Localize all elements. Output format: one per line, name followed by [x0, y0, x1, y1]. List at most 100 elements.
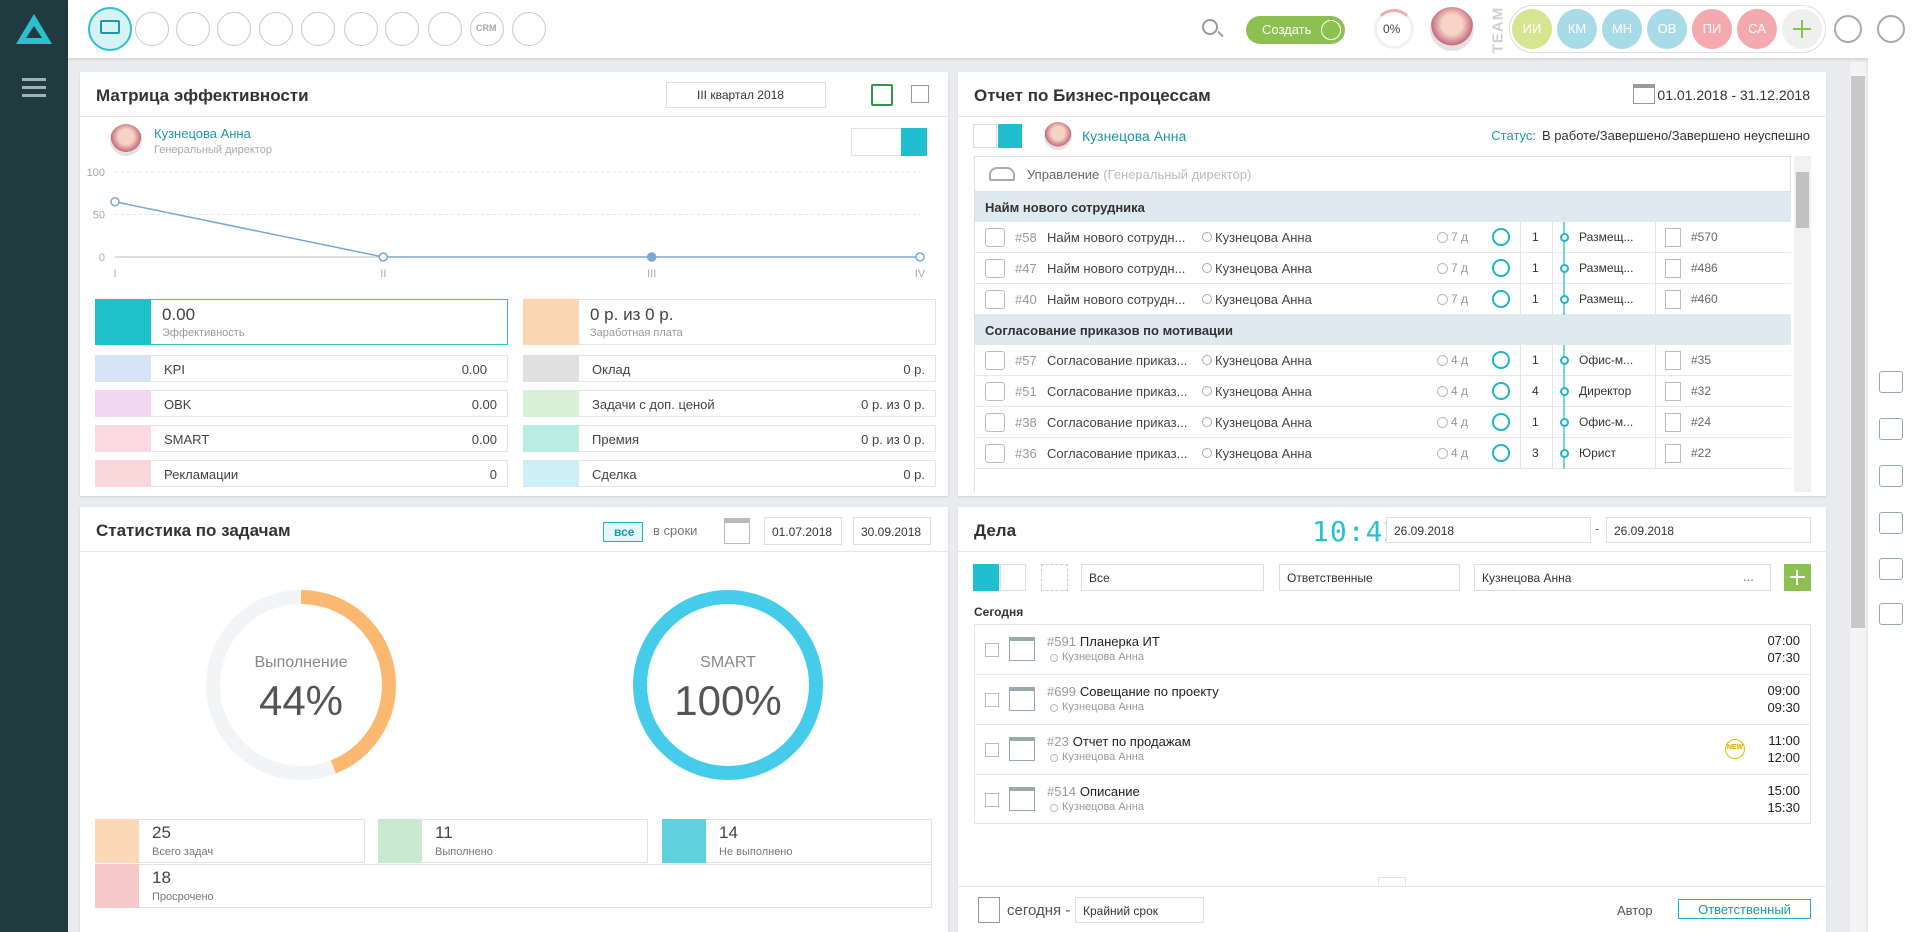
- add-task[interactable]: [1784, 564, 1811, 591]
- stat-card[interactable]: 25 Всего задач: [95, 819, 365, 863]
- team-member[interactable]: МН: [1602, 9, 1642, 49]
- process-row[interactable]: #36 Согласование приказ... Кузнецова Анна 4…: [975, 438, 1791, 469]
- user-name[interactable]: Кузнецова Анна: [154, 126, 251, 141]
- search-icon[interactable]: [1202, 19, 1218, 35]
- task-checkbox[interactable]: [985, 743, 999, 757]
- side-tool[interactable]: [1879, 558, 1903, 580]
- side-tool[interactable]: [1879, 371, 1903, 393]
- view-tree[interactable]: [998, 124, 1022, 148]
- footer-responsible[interactable]: Ответственный: [1678, 899, 1811, 919]
- process-row[interactable]: #51 Согласование приказ... Кузнецова Анна 4…: [975, 376, 1791, 407]
- add-column[interactable]: [1041, 564, 1068, 591]
- nav-icon[interactable]: [344, 12, 378, 46]
- period-picker[interactable]: III квартал 2018: [666, 82, 826, 108]
- process-row[interactable]: #58 Найм нового сотрудн... Кузнецова Анна 7…: [975, 222, 1791, 253]
- metric-row[interactable]: SMART 0.00: [95, 425, 508, 452]
- metric-row[interactable]: OBK 0.00: [95, 390, 508, 417]
- team-member[interactable]: СА: [1737, 9, 1777, 49]
- panel: Статистика по задачам все в сроки 01.07.201…: [80, 507, 948, 932]
- metric-row[interactable]: Задачи с доп. ценой 0 р. из 0 р.: [523, 390, 936, 417]
- date-from[interactable]: 01.07.2018: [764, 517, 842, 545]
- play-icon[interactable]: [1492, 259, 1510, 277]
- task-checkbox[interactable]: [985, 793, 999, 807]
- task-row[interactable]: #699 Совещание по проекту Кузнецова Анна 09…: [975, 675, 1810, 725]
- team-member[interactable]: КМ: [1557, 9, 1597, 49]
- nav-icon[interactable]: [301, 12, 335, 46]
- nav-icon[interactable]: [176, 12, 210, 46]
- metric-card[interactable]: 0.00 Эффективность: [95, 299, 508, 345]
- nav-icon[interactable]: [385, 12, 419, 46]
- date-to[interactable]: 26.09.2018: [1606, 517, 1811, 543]
- metric-row[interactable]: Рекламации 0: [95, 460, 508, 487]
- stat-card[interactable]: 14 Не выполнено: [662, 819, 932, 863]
- view-compact[interactable]: [1000, 564, 1026, 591]
- team-member[interactable]: ОВ: [1647, 9, 1687, 49]
- play-icon[interactable]: [1492, 444, 1510, 462]
- type-select[interactable]: Все: [1081, 564, 1264, 591]
- process-list: Найм нового сотрудника #58 Найм нового сот…: [974, 192, 1791, 492]
- power-icon[interactable]: [1877, 15, 1905, 43]
- team-add[interactable]: [1782, 9, 1822, 49]
- team-member[interactable]: ПИ: [1692, 9, 1732, 49]
- footer-author[interactable]: Автор: [1617, 903, 1653, 918]
- metric-row-value: 0.00: [471, 432, 497, 447]
- nav-icon[interactable]: [217, 12, 251, 46]
- filter-due[interactable]: в сроки: [653, 523, 698, 538]
- side-tool[interactable]: [1879, 465, 1903, 487]
- play-icon[interactable]: [1492, 382, 1510, 400]
- person-select[interactable]: Кузнецова Анна...: [1474, 564, 1771, 591]
- nav-icon[interactable]: [512, 12, 546, 46]
- date-from[interactable]: 26.09.2018: [1386, 517, 1591, 543]
- task-title-line: #23 Отчет по продажам: [1047, 734, 1191, 750]
- play-icon[interactable]: [1492, 290, 1510, 308]
- process-row[interactable]: #47 Найм нового сотрудн... Кузнецова Анна 7…: [975, 253, 1791, 284]
- role-select[interactable]: Ответственные: [1279, 564, 1460, 591]
- collapse-tab[interactable]: [1378, 877, 1406, 887]
- play-icon[interactable]: [1492, 228, 1510, 246]
- team-member[interactable]: ИИ: [1512, 9, 1552, 49]
- task-row[interactable]: #23 Отчет по продажам Кузнецова Анна NEW 11:…: [975, 725, 1810, 775]
- nav-icon[interactable]: [135, 12, 169, 46]
- metric-card[interactable]: 0 р. из 0 р. Заработная плата: [523, 299, 936, 345]
- filter-all[interactable]: все: [603, 522, 643, 542]
- task-checkbox[interactable]: [985, 693, 999, 707]
- task-row[interactable]: #591 Планерка ИТ Кузнецова Анна 07:00 07:30: [975, 625, 1810, 675]
- task-row[interactable]: #514 Описание Кузнецова Анна 15:00 15:30: [975, 775, 1810, 825]
- stat-card[interactable]: 11 Выполнено: [378, 819, 648, 863]
- task-checkbox[interactable]: [985, 643, 999, 657]
- metric-row[interactable]: Премия 0 р. из 0 р.: [523, 425, 936, 452]
- play-icon[interactable]: [1492, 413, 1510, 431]
- help-icon[interactable]: [1834, 15, 1862, 43]
- nav-home[interactable]: [88, 7, 132, 51]
- process-stage: Офис-м...: [1579, 353, 1634, 367]
- nav-icon[interactable]: [428, 12, 462, 46]
- plus-v: [1796, 570, 1798, 585]
- sort-select[interactable]: Крайний срок: [1075, 897, 1204, 923]
- task-end: 15:30: [1767, 800, 1800, 815]
- date-to[interactable]: 30.09.2018: [853, 517, 931, 545]
- person-more[interactable]: ...: [1743, 569, 1754, 584]
- process-row[interactable]: #38 Согласование приказ... Кузнецова Анна 4…: [975, 407, 1791, 438]
- panel-title: Отчет по Бизнес-процессам: [974, 86, 1211, 105]
- metric-row[interactable]: KPI 0.00: [95, 355, 508, 382]
- metric-row[interactable]: Сделка 0 р.: [523, 460, 936, 487]
- view-list[interactable]: [973, 124, 997, 148]
- stat-card[interactable]: 18 Просрочено: [95, 864, 932, 908]
- view-toggle-active[interactable]: [901, 128, 927, 156]
- process-row[interactable]: #40 Найм нового сотрудн... Кузнецова Анна 7…: [975, 284, 1791, 315]
- side-tool[interactable]: [1879, 603, 1903, 625]
- footer-line: [958, 886, 1826, 887]
- create-button[interactable]: Создать: [1246, 16, 1345, 44]
- nav-icon[interactable]: CRM: [470, 12, 504, 46]
- group-header[interactable]: Управление (Генеральный директор): [974, 156, 1791, 192]
- user-name[interactable]: Кузнецова Анна: [1082, 128, 1187, 144]
- side-tool[interactable]: [1879, 418, 1903, 440]
- view-list[interactable]: [973, 564, 999, 591]
- play-icon[interactable]: [1492, 351, 1510, 369]
- side-tool[interactable]: [1879, 512, 1903, 534]
- process-row[interactable]: #57 Согласование приказ... Кузнецова Анна 4…: [975, 345, 1791, 376]
- nav-icon[interactable]: [259, 12, 293, 46]
- excel-icon[interactable]: [871, 84, 893, 106]
- expand-icon[interactable]: [911, 85, 929, 103]
- metric-row[interactable]: Оклад 0 р.: [523, 355, 936, 382]
